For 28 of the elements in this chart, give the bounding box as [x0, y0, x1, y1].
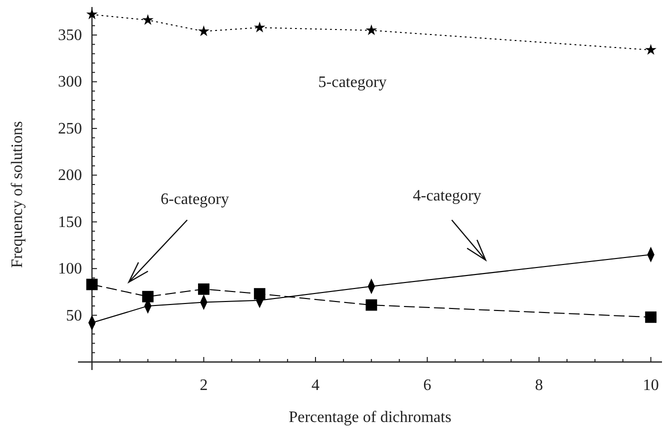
point: [645, 44, 656, 55]
text: 5-category: [318, 74, 387, 91]
y-tick-label: 100: [58, 260, 82, 278]
x-tick-label: 6: [423, 377, 432, 394]
y-tick-label: 300: [58, 74, 82, 91]
x-tick-label: 2: [200, 377, 208, 394]
y-tick-label: 150: [58, 214, 82, 231]
text: 6-category: [160, 191, 230, 208]
x-axis-title: Percentage of dichromats: [288, 409, 452, 426]
y-tick-label: 50: [66, 307, 82, 324]
point: [198, 25, 210, 36]
x-tick-label: 4: [312, 377, 320, 394]
y-axis-title: Frequency of solutions: [9, 121, 26, 268]
point: [645, 311, 657, 323]
x-tick-label: 8: [535, 377, 544, 394]
y-tick-label: 350: [58, 27, 82, 44]
y-tick-label: 200: [58, 167, 82, 184]
point: [142, 290, 154, 302]
point: [142, 14, 154, 25]
point: [366, 24, 378, 36]
point: [366, 299, 378, 311]
y-tick-label: 250: [58, 120, 82, 138]
text: 4-category: [412, 187, 482, 204]
point: [86, 8, 98, 20]
x-tick-label: 10: [642, 377, 659, 394]
point: [198, 283, 210, 295]
point: [86, 278, 98, 290]
point: [254, 22, 266, 32]
